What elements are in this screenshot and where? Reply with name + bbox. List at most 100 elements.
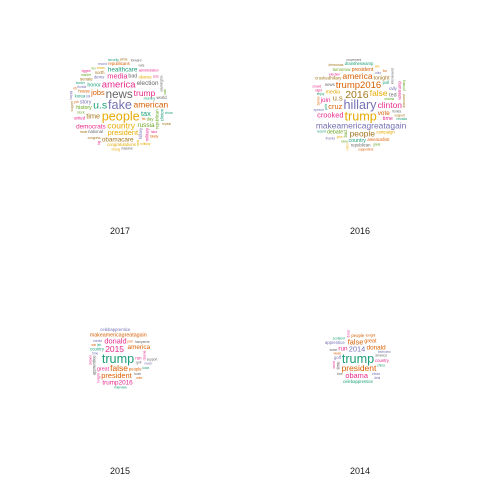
cloud-word: america: [375, 354, 387, 358]
cloud-word: time: [86, 111, 100, 120]
cloud-word: media: [107, 71, 128, 80]
cloud-word: massive: [121, 146, 133, 150]
cloud-word: rigged: [82, 69, 91, 73]
cloud-word: thanks: [326, 137, 336, 141]
cloud-word: media: [326, 89, 340, 95]
cloud-word: strong: [111, 148, 120, 152]
cloud-word: apprentice: [92, 355, 97, 375]
cloud-word: clinton: [378, 100, 403, 110]
cloud-word: scotland: [333, 336, 345, 340]
cloud-word: democrats: [76, 123, 106, 130]
cloud-word: poll: [128, 339, 133, 343]
cloud-word: great: [97, 366, 110, 372]
cloud-word: speech: [314, 108, 325, 112]
cloud-word: tax: [141, 109, 151, 118]
cloud-word: debate: [327, 130, 343, 136]
cloud-word: florida: [392, 109, 401, 113]
cloud-word: u.s: [93, 99, 107, 111]
cloud-word: trade: [80, 130, 87, 134]
cloud-word: country: [349, 138, 367, 144]
panel-label-2017: 2017: [109, 226, 131, 236]
cloud-word: news: [144, 361, 152, 365]
cloud-word: primary: [402, 80, 406, 91]
cloud-word: north: [95, 70, 105, 75]
cloud-word: ebola: [372, 372, 380, 376]
cloud-word: record: [317, 130, 326, 134]
cloud-word: fox: [91, 66, 96, 70]
cloud-word: nfl: [73, 86, 77, 90]
cloud-word: vote: [136, 376, 142, 380]
cloud-word: obama: [138, 75, 152, 80]
cloud-word: makeamericagreatagain: [90, 333, 147, 339]
panel-label-2016: 2016: [349, 226, 371, 236]
cloud-word: repeal: [162, 122, 171, 126]
cloud-word: totally: [150, 134, 159, 138]
cloud-word: doral: [346, 330, 350, 337]
cloud-word: country: [90, 347, 105, 352]
cloud-word: jobs: [90, 88, 105, 97]
cloud-word: america: [102, 79, 137, 90]
cloud-word: clinton: [159, 108, 164, 121]
cloud-word: trump: [342, 352, 374, 366]
cloud-word: u.s: [333, 93, 343, 102]
cloud-word: time: [335, 361, 340, 370]
cloud-word: dems: [94, 75, 104, 80]
cloud-word: world: [156, 95, 167, 100]
cloud-word: fake: [108, 98, 132, 112]
cloud-word: president: [108, 128, 138, 137]
cloud-word: donald: [104, 337, 126, 346]
cloud-word: republican: [154, 109, 159, 129]
cloud-word: trump2016: [102, 379, 133, 386]
cloud-word: american: [134, 100, 169, 110]
cloud-word: democrats: [328, 63, 343, 67]
cloud-word: polls: [324, 103, 328, 110]
cloud-word: fbi: [142, 117, 146, 121]
cloud-word: great: [364, 338, 377, 344]
panel-label-2015: 2015: [109, 466, 131, 476]
cloud-word: media: [93, 339, 102, 343]
cloud-word: vote: [378, 110, 390, 117]
cloud-word: deal: [136, 140, 140, 146]
wordcloud-2016: hillarytrump2016trump2016makeamericagrea…: [313, 58, 408, 152]
cloud-word: run: [135, 355, 142, 360]
cloud-word: interview: [378, 350, 391, 354]
cloud-word: interviewed: [391, 68, 395, 84]
cloud-word: donald: [367, 344, 387, 351]
cloud-word: campaign: [376, 129, 395, 134]
cloud-word: tonight: [374, 75, 390, 81]
cloud-word: record: [98, 62, 107, 66]
cloud-word: rubio: [345, 143, 349, 150]
cloud-word: obama: [345, 371, 368, 380]
cloud-word: forward: [131, 58, 142, 62]
cloud-word: job: [73, 100, 78, 104]
cloud-word: celebapprentice: [343, 379, 374, 384]
cloud-word: china: [165, 111, 173, 115]
cloud-word: house: [78, 89, 90, 94]
cloud-word: night: [315, 88, 322, 92]
cloud-word: healthcare: [108, 66, 138, 73]
cloud-word: russia: [138, 122, 155, 129]
cloud-word: americafirst: [367, 137, 390, 142]
cloud-word: people: [102, 109, 140, 123]
cloud-word: jeb: [96, 343, 101, 347]
cloud-word: china: [377, 363, 385, 367]
cloud-word: dishonest: [402, 94, 406, 108]
cloud-word: iowa: [142, 366, 149, 370]
cloud-word: president: [342, 363, 377, 373]
cloud-word: support: [394, 113, 405, 117]
cloud-word: korea: [75, 94, 86, 99]
cloud-word: america: [343, 71, 373, 81]
cloud-word: run: [338, 346, 348, 353]
wordcloud-2017: fakepeoplenewsu.samericacountryamericant…: [69, 57, 173, 152]
cloud-word: great: [373, 142, 380, 146]
cloud-word: military: [140, 142, 150, 146]
cloud-word: draintheswamp: [345, 61, 374, 66]
cloud-word: time: [383, 116, 393, 122]
cloud-word: bush: [134, 372, 141, 376]
cloud-word: rally: [389, 86, 398, 91]
cloud-word: tonight: [97, 373, 101, 383]
cloud-word: ted: [389, 93, 396, 99]
cloud-word: 2016: [345, 89, 369, 101]
cloud-word: bernie: [316, 96, 320, 105]
